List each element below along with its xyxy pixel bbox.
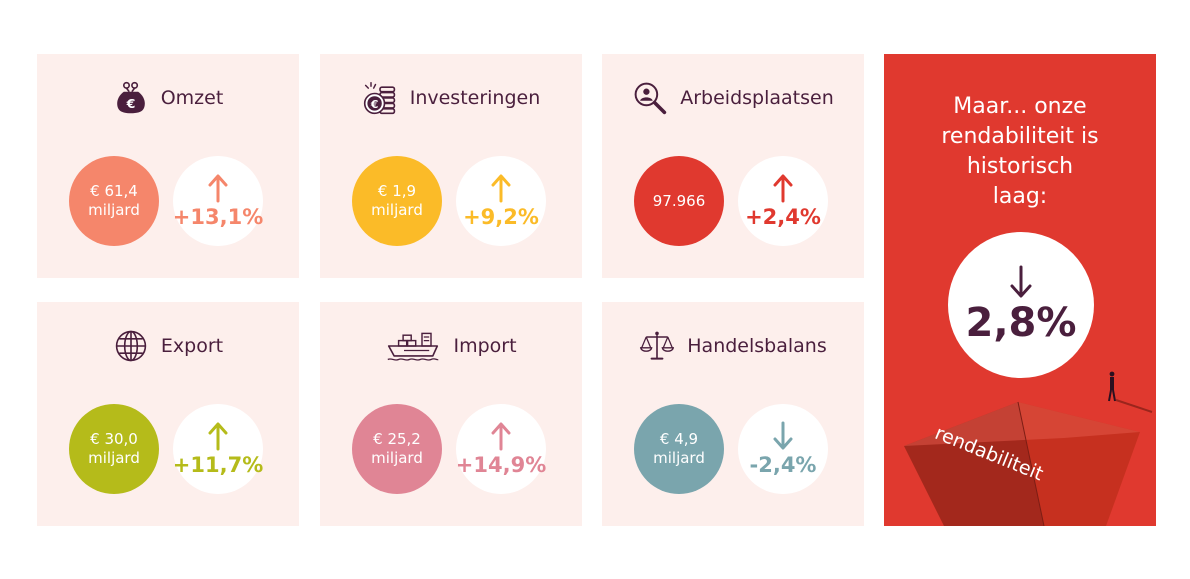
cargo-ship-icon bbox=[387, 332, 440, 361]
change-percent: +9,2% bbox=[463, 205, 539, 229]
globe-icon bbox=[115, 330, 147, 362]
card-investeringen: € Investeringen € 1,9 miljard +9,2% bbox=[320, 54, 582, 278]
card-header: Arbeidsplaatsen bbox=[602, 78, 864, 118]
card-title: Export bbox=[160, 335, 224, 357]
card-import: Import € 25,2 miljard +14,9% bbox=[320, 302, 582, 526]
panel-heading-line: rendabiliteit is bbox=[941, 124, 1099, 149]
panel-heading-line: laag: bbox=[992, 184, 1048, 209]
card-export: Export € 30,0 miljard +11,7% bbox=[37, 302, 299, 526]
value-unit: miljard bbox=[371, 449, 423, 467]
change-circle: -2,4% bbox=[738, 404, 828, 494]
card-omzet: € Omzet € 61,4 miljard +13,1% bbox=[37, 54, 299, 278]
value-amount: € 61,4 bbox=[90, 182, 138, 200]
rendabiliteit-panel: Maar... onze rendabiliteit is historisch… bbox=[884, 54, 1156, 526]
panel-heading: Maar... onze rendabiliteit is historisch… bbox=[884, 92, 1156, 212]
value-circle: 97.966 bbox=[634, 156, 724, 246]
card-title: Handelsbalans bbox=[687, 335, 827, 357]
value-amount: € 1,9 bbox=[377, 182, 417, 200]
card-title: Omzet bbox=[160, 87, 224, 109]
value-unit: miljard bbox=[653, 449, 705, 467]
person-search-icon bbox=[634, 82, 667, 115]
card-header: Handelsbalans bbox=[602, 326, 864, 366]
card-arbeidsplaatsen: Arbeidsplaatsen 97.966 +2,4% bbox=[602, 54, 864, 278]
value-amount: 97.966 bbox=[652, 191, 706, 210]
change-circle: +13,1% bbox=[173, 156, 263, 246]
card-title: Import bbox=[453, 335, 517, 357]
arrow-up-icon bbox=[208, 422, 228, 451]
card-handelsbalans: Handelsbalans € 4,9 miljard -2,4% bbox=[602, 302, 864, 526]
card-title: Arbeidsplaatsen bbox=[680, 87, 834, 109]
value-circle: € 30,0 miljard bbox=[69, 404, 159, 494]
pyramid-illustration bbox=[904, 371, 1153, 526]
scale-icon bbox=[640, 331, 675, 360]
change-percent: +13,1% bbox=[172, 205, 264, 229]
card-header: € Omzet bbox=[37, 78, 299, 118]
svg-text:€: € bbox=[125, 96, 135, 111]
change-circle: +9,2% bbox=[456, 156, 546, 246]
person-figure bbox=[1108, 371, 1116, 402]
value-amount: € 4,9 bbox=[659, 430, 699, 448]
card-header: Export bbox=[37, 326, 299, 366]
value-unit: miljard bbox=[88, 449, 140, 467]
value-circle: € 25,2 miljard bbox=[352, 404, 442, 494]
value-circle: € 1,9 miljard bbox=[352, 156, 442, 246]
arrow-up-icon bbox=[773, 174, 793, 203]
rendabiliteit-percent: 2,8% bbox=[965, 300, 1077, 346]
arrow-down-icon bbox=[773, 421, 793, 450]
change-circle: +14,9% bbox=[456, 404, 546, 494]
change-percent: -2,4% bbox=[749, 453, 817, 477]
arrow-up-icon bbox=[208, 174, 228, 203]
value-amount: € 25,2 bbox=[373, 430, 421, 448]
value-circle: € 61,4 miljard bbox=[69, 156, 159, 246]
coins-icon: € bbox=[363, 81, 395, 115]
arrow-up-icon bbox=[491, 174, 511, 203]
change-percent: +14,9% bbox=[455, 453, 547, 477]
card-header: Import bbox=[320, 326, 582, 366]
panel-heading-line: Maar... onze bbox=[953, 94, 1087, 119]
arrow-down-icon bbox=[1010, 265, 1032, 298]
change-percent: +2,4% bbox=[745, 205, 821, 229]
money-bag-icon: € bbox=[116, 81, 145, 114]
card-header: € Investeringen bbox=[320, 78, 582, 118]
svg-text:€: € bbox=[370, 98, 379, 111]
rendabiliteit-circle: 2,8% bbox=[948, 232, 1094, 378]
card-title: Investeringen bbox=[409, 87, 541, 109]
arrow-up-icon bbox=[491, 422, 511, 451]
value-circle: € 4,9 miljard bbox=[634, 404, 724, 494]
value-unit: miljard bbox=[88, 201, 140, 219]
panel-heading-line: historisch bbox=[966, 154, 1074, 179]
value-amount: € 30,0 bbox=[90, 430, 138, 448]
change-circle: +11,7% bbox=[173, 404, 263, 494]
change-percent: +11,7% bbox=[172, 453, 264, 477]
value-unit: miljard bbox=[371, 201, 423, 219]
change-circle: +2,4% bbox=[738, 156, 828, 246]
